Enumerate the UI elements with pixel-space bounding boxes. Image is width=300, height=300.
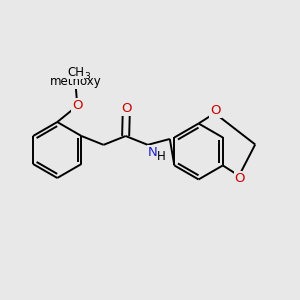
Text: O: O — [235, 172, 245, 185]
Text: methyl: methyl — [76, 79, 81, 80]
Text: CH: CH — [67, 66, 84, 79]
Text: O: O — [210, 104, 221, 117]
Text: O: O — [121, 102, 131, 115]
Text: 3: 3 — [84, 72, 90, 81]
Text: O: O — [72, 99, 83, 112]
Text: N: N — [148, 146, 157, 159]
Text: H: H — [157, 149, 166, 163]
Text: methoxy: methoxy — [50, 75, 102, 88]
